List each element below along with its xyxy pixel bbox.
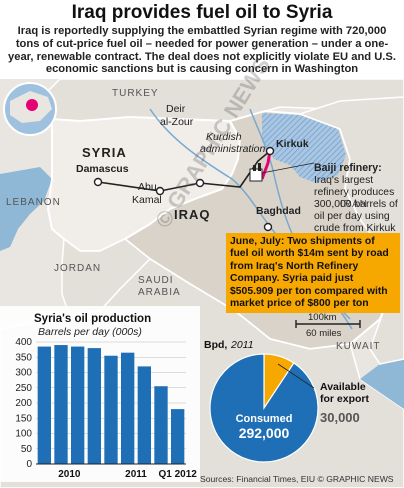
persian-gulf <box>360 359 404 409</box>
kurdish-label-2: administration <box>200 143 266 155</box>
bar <box>137 366 151 464</box>
deir-label-2: al-Zour <box>160 116 194 128</box>
turkey-label: TURKEY <box>112 88 159 99</box>
pie-year: 2011 <box>230 339 254 351</box>
iran-label: IRAN <box>340 199 368 210</box>
export-value: 30,000 <box>320 410 360 425</box>
y-tick-label: 350 <box>15 352 32 363</box>
shipments-callout: June, July: Two shipments of fuel oil wo… <box>226 233 400 314</box>
abu-kamal-dot <box>155 186 165 196</box>
saudi-label-2: ARABIA <box>138 287 181 298</box>
y-tick-label: 0 <box>26 459 32 470</box>
source-note: Sources: Financial Times, EIU © GRAPHIC … <box>200 474 394 484</box>
bar <box>154 386 168 464</box>
y-tick-label: 200 <box>15 398 32 409</box>
saudi-label-1: SAUDI <box>138 275 174 286</box>
intro-text: Iraq is reportedly supplying the embattl… <box>8 25 396 76</box>
pie-slice <box>209 353 319 463</box>
export-label-2: for export <box>320 393 370 405</box>
bar <box>87 348 101 464</box>
road-route <box>97 150 271 192</box>
mediterranean-sea <box>0 167 52 251</box>
page-title: Iraq provides fuel oil to Syria <box>71 2 333 23</box>
damascus-label: Damascus <box>76 163 129 175</box>
baghdad-label: Baghdad <box>256 205 301 217</box>
scale-miles-label: 60 miles <box>306 328 342 339</box>
bar-chart-title: Syria's oil production <box>34 313 151 325</box>
abu-kamal-label-2: Kamal <box>132 194 162 206</box>
baiji-title: Baiji refinery: <box>314 162 382 174</box>
bar <box>104 355 118 464</box>
y-tick-label: 100 <box>15 429 32 440</box>
bar <box>71 346 85 464</box>
y-tick-label: 400 <box>15 337 32 348</box>
bar <box>121 352 135 464</box>
bar <box>37 346 51 464</box>
deir-label-1: Deir <box>166 103 186 115</box>
globe-inset <box>3 82 57 136</box>
consumed-value: 292,000 <box>239 425 290 441</box>
lebanon-label: LEBANON <box>6 197 61 208</box>
abu-kamal-label-1: Abu <box>138 181 157 193</box>
y-tick-label: 150 <box>15 413 32 424</box>
baghdad-dot <box>263 222 273 232</box>
pie-title: Bpd, <box>204 339 227 351</box>
damascus-dot <box>93 177 103 187</box>
kurdish-region <box>262 113 346 183</box>
y-tick-label: 250 <box>15 383 32 394</box>
kirkuk-dot <box>265 146 275 156</box>
kirkuk-label: Kirkuk <box>276 138 309 150</box>
export-label-1: Available <box>320 381 366 393</box>
bar <box>171 409 185 464</box>
y-tick-label: 50 <box>21 444 33 455</box>
syria-label: SYRIA <box>82 145 127 160</box>
iraq-label: IRAQ <box>174 207 211 222</box>
bar-chart-subtitle: Barrels per day (000s) <box>38 326 142 338</box>
jordan-label: JORDAN <box>54 263 102 274</box>
consumed-label: Consumed <box>236 413 293 425</box>
x-tick-label: 2011 <box>125 469 147 480</box>
y-tick-label: 300 <box>15 368 32 379</box>
callout-head: June, July: <box>230 236 285 247</box>
scale-bar <box>295 320 361 328</box>
refinery-icon <box>249 163 263 182</box>
scale-km-label: 100km <box>308 312 337 323</box>
kuwait-label: KUWAIT <box>336 341 381 352</box>
x-tick-label: Q1 2012 <box>158 469 197 480</box>
kurdish-label-1: Kurdish <box>206 131 242 143</box>
deir-dot <box>195 178 205 188</box>
bar <box>54 345 68 464</box>
baiji-leader-line <box>261 162 315 174</box>
x-tick-label: 2010 <box>58 469 81 480</box>
export-leader-line <box>277 363 315 389</box>
callout-text: Two shipments of fuel oil worth $14m sen… <box>230 236 389 310</box>
